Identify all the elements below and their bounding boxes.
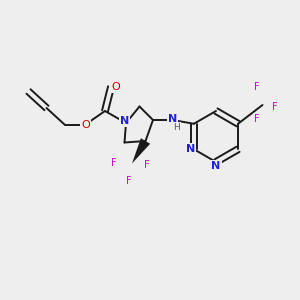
Text: F: F (111, 158, 117, 168)
Text: N: N (212, 160, 220, 171)
Text: N: N (186, 144, 195, 154)
Text: H: H (174, 123, 180, 132)
Text: F: F (126, 176, 132, 187)
Text: N: N (120, 116, 129, 127)
Polygon shape (132, 138, 150, 164)
Text: F: F (144, 160, 150, 170)
Text: F: F (254, 113, 259, 124)
Text: F: F (272, 101, 277, 112)
Text: F: F (254, 82, 259, 92)
Text: O: O (111, 82, 120, 92)
Text: N: N (168, 113, 177, 124)
Text: O: O (81, 119, 90, 130)
